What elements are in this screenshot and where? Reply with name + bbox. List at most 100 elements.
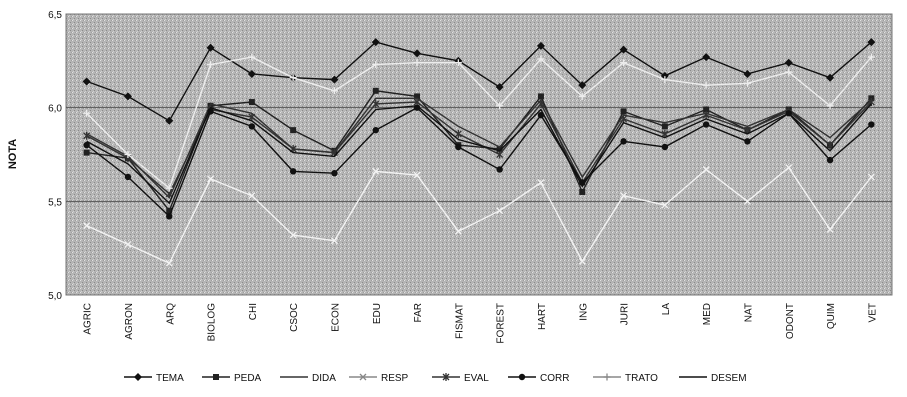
series-line bbox=[86, 41, 872, 122]
data-point bbox=[330, 75, 339, 84]
data-point bbox=[496, 166, 503, 173]
data-point bbox=[124, 240, 132, 248]
legend-label: PEDA bbox=[234, 373, 262, 384]
series-line bbox=[86, 166, 872, 265]
data-point bbox=[330, 237, 338, 245]
legend-label: RESP bbox=[381, 373, 409, 384]
data-point bbox=[661, 76, 669, 84]
data-point bbox=[867, 173, 875, 181]
data-point bbox=[83, 222, 91, 230]
series-trato bbox=[83, 53, 875, 192]
data-point bbox=[83, 141, 90, 149]
x-tick-label: NAT bbox=[743, 303, 754, 322]
data-point bbox=[578, 257, 586, 265]
data-point bbox=[414, 93, 421, 100]
x-tick-label: FISMAT bbox=[454, 303, 465, 339]
data-point bbox=[495, 83, 504, 92]
x-tick-label: BIOLOG bbox=[207, 303, 218, 342]
data-point bbox=[289, 74, 297, 82]
data-point bbox=[124, 173, 132, 181]
x-tick-label: CSOC bbox=[289, 303, 300, 332]
data-point bbox=[248, 113, 256, 122]
data-point bbox=[620, 108, 627, 115]
data-point bbox=[826, 141, 834, 150]
x-tick-label: QUIM bbox=[826, 303, 837, 329]
data-point bbox=[826, 73, 835, 82]
series-eval bbox=[83, 98, 875, 198]
data-point bbox=[248, 192, 256, 200]
y-tick-label: 5,5 bbox=[48, 197, 62, 208]
data-point bbox=[413, 49, 422, 58]
data-point bbox=[496, 102, 504, 110]
data-point bbox=[620, 192, 628, 200]
y-tick-label: 6,5 bbox=[48, 10, 62, 21]
data-point bbox=[371, 38, 380, 47]
data-point bbox=[537, 99, 545, 108]
legend-label: TEMA bbox=[156, 373, 184, 384]
legend-item: DIDA bbox=[280, 373, 336, 384]
data-point bbox=[744, 138, 751, 145]
data-point bbox=[248, 99, 255, 106]
data-point bbox=[82, 77, 91, 86]
series-line bbox=[86, 97, 872, 199]
x-tick-label: VET bbox=[867, 303, 878, 322]
data-point bbox=[83, 149, 90, 156]
data-point bbox=[330, 87, 338, 95]
legend-label: TRATO bbox=[625, 373, 658, 384]
data-point bbox=[166, 213, 173, 220]
data-point bbox=[784, 58, 793, 67]
data-point bbox=[247, 69, 256, 78]
data-point bbox=[537, 55, 545, 63]
series-tema bbox=[82, 38, 876, 125]
data-point bbox=[537, 179, 545, 187]
legend-item: CORR bbox=[508, 373, 569, 384]
series-dida bbox=[86, 97, 872, 199]
x-tick-label: LA bbox=[661, 303, 672, 316]
data-point bbox=[496, 145, 503, 152]
data-point bbox=[703, 106, 710, 113]
legend-item: TRATO bbox=[593, 373, 658, 384]
series-lines bbox=[82, 38, 876, 267]
data-point bbox=[213, 374, 219, 380]
data-point bbox=[83, 109, 91, 117]
data-point bbox=[372, 87, 379, 94]
legend-label: EVAL bbox=[464, 373, 489, 384]
data-point bbox=[578, 92, 586, 100]
data-point bbox=[372, 61, 380, 69]
data-point bbox=[537, 93, 544, 100]
x-tick-label: ECON bbox=[330, 303, 341, 332]
data-point bbox=[455, 143, 462, 151]
data-point bbox=[496, 207, 504, 215]
data-point bbox=[603, 373, 611, 381]
data-point bbox=[442, 373, 450, 381]
x-tick-label: ARQ bbox=[165, 303, 176, 325]
data-point bbox=[248, 53, 256, 61]
data-point bbox=[359, 373, 367, 381]
series-desem bbox=[86, 103, 872, 205]
data-point bbox=[165, 184, 173, 192]
data-point bbox=[372, 99, 380, 108]
data-point bbox=[134, 373, 142, 381]
data-point bbox=[743, 79, 751, 87]
data-point bbox=[661, 143, 669, 151]
series-resp bbox=[83, 164, 875, 267]
data-point bbox=[702, 81, 710, 89]
data-point bbox=[867, 53, 875, 61]
data-point bbox=[413, 171, 421, 179]
legend-label: DESEM bbox=[711, 373, 747, 384]
y-tick-label: 6,0 bbox=[48, 104, 62, 115]
legend-label: DIDA bbox=[312, 373, 336, 384]
y-axis-ticks: 5,0 5,5 6,0 6,5 bbox=[48, 10, 62, 302]
data-point bbox=[743, 69, 752, 78]
x-tick-label: HART bbox=[537, 303, 548, 330]
data-point bbox=[661, 201, 669, 209]
data-point bbox=[206, 43, 215, 52]
series-line bbox=[86, 103, 872, 205]
data-point bbox=[248, 123, 256, 130]
data-point bbox=[496, 150, 504, 159]
data-point bbox=[536, 41, 545, 50]
data-point bbox=[826, 156, 834, 164]
data-point bbox=[702, 111, 710, 120]
series-line bbox=[86, 56, 872, 190]
data-point bbox=[702, 53, 711, 62]
